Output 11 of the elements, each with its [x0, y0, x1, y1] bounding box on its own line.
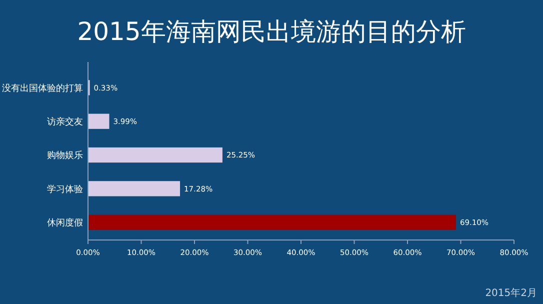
- y-tick-label: 休闲度假: [47, 217, 83, 228]
- text: 2015年2月: [485, 287, 537, 299]
- chart-title: 2015年海南网民出境游的目的分析: [77, 17, 466, 46]
- bar: [88, 114, 110, 129]
- y-tick-label: 购物娱乐: [47, 150, 83, 162]
- y-tick-label: 学习体验: [47, 184, 83, 195]
- bar: [88, 214, 456, 230]
- y-tick-label: 访亲交友: [47, 116, 83, 128]
- y-tick-label: 没有出国体验的打算: [2, 82, 83, 94]
- bar: [88, 147, 222, 163]
- bar: [88, 181, 180, 196]
